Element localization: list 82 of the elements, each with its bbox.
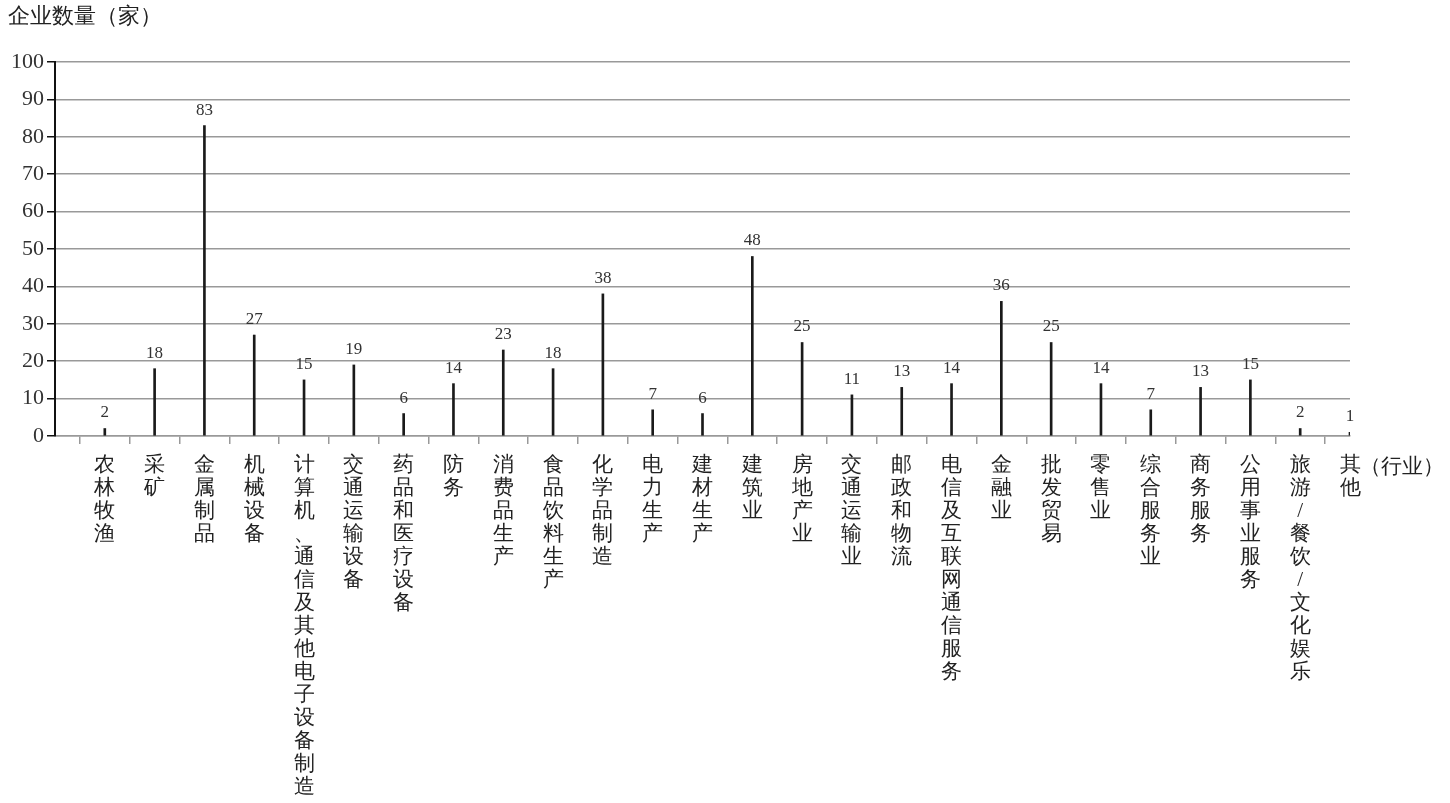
data-label: 18 bbox=[544, 342, 562, 362]
data-label: 25 bbox=[1042, 316, 1060, 336]
category-label: 电信及互联网通信服务 bbox=[941, 452, 963, 684]
x-axis-title: （行业） bbox=[1360, 454, 1444, 479]
x-tick-label: 采矿 bbox=[143, 452, 166, 500]
y-tick-label: 30 bbox=[22, 309, 44, 335]
x-tick-label: 邮政和物流 bbox=[891, 452, 913, 569]
data-label: 11 bbox=[843, 368, 861, 388]
data-label: 25 bbox=[793, 316, 811, 336]
bar bbox=[900, 387, 904, 436]
data-label: 36 bbox=[992, 275, 1010, 295]
data-label: 14 bbox=[943, 357, 961, 377]
bar bbox=[1000, 301, 1003, 436]
y-tick-label: 50 bbox=[22, 234, 44, 260]
data-label: 6 bbox=[399, 387, 408, 407]
x-tick-label: 交通运输设备 bbox=[343, 452, 365, 592]
data-label: 2 bbox=[1295, 402, 1305, 422]
data-label: 27 bbox=[245, 308, 264, 328]
data-label: 13 bbox=[1192, 361, 1210, 381]
x-tick-label: 综合服务业 bbox=[1140, 452, 1162, 569]
bar bbox=[1199, 387, 1202, 436]
bar bbox=[153, 368, 156, 436]
x-tick-label: 其他 bbox=[1339, 452, 1361, 500]
bar bbox=[950, 383, 953, 436]
y-tick-label: 100 bbox=[11, 47, 44, 73]
category-label: 旅游/餐饮/文化娱乐 bbox=[1289, 452, 1311, 684]
data-label: 38 bbox=[594, 267, 612, 287]
y-tick-label: 40 bbox=[22, 272, 44, 298]
data-label: 1 bbox=[1345, 406, 1355, 426]
x-tick-label: 建材生产 bbox=[691, 452, 713, 546]
bar bbox=[1149, 409, 1153, 436]
y-tick-label: 0 bbox=[33, 421, 44, 447]
data-label: 15 bbox=[295, 353, 313, 373]
data-label: 7 bbox=[1146, 383, 1156, 403]
bar bbox=[651, 409, 655, 436]
x-tick-label: 交通运输业 bbox=[841, 452, 863, 569]
bar bbox=[1249, 379, 1252, 436]
data-label: 15 bbox=[1241, 353, 1259, 373]
data-label: 18 bbox=[146, 342, 164, 362]
y-axis-title: 企业数量（家） bbox=[8, 2, 162, 28]
y-tick-label: 70 bbox=[22, 159, 44, 185]
data-label: 6 bbox=[698, 387, 707, 407]
data-label: 83 bbox=[195, 99, 213, 119]
category-label: 计算机、通信及其他电子设备制造 bbox=[293, 452, 315, 799]
data-label: 23 bbox=[494, 323, 512, 343]
data-label: 19 bbox=[345, 338, 363, 358]
y-tick-label: 80 bbox=[22, 122, 44, 148]
x-tick-label: 金属制品 bbox=[193, 452, 215, 546]
data-label: 7 bbox=[648, 383, 658, 403]
bar bbox=[402, 413, 405, 436]
bar bbox=[701, 413, 704, 436]
y-tick-label: 60 bbox=[22, 197, 44, 223]
data-label: 2 bbox=[100, 402, 110, 422]
data-label: 13 bbox=[893, 361, 911, 381]
bar bbox=[1298, 428, 1302, 436]
x-tick-label: 机械设备 bbox=[243, 452, 265, 546]
y-tick-label: 90 bbox=[22, 85, 44, 111]
bar bbox=[203, 125, 206, 436]
bar bbox=[501, 349, 505, 436]
x-tick-label: 建筑业 bbox=[740, 452, 763, 523]
x-tick-label: 药品和医疗设备 bbox=[393, 452, 415, 615]
x-tick-label: 防务 bbox=[442, 452, 464, 500]
x-tick-label: 公用事业服务 bbox=[1239, 452, 1261, 592]
bar bbox=[103, 428, 107, 436]
bar bbox=[252, 334, 256, 436]
y-tick-label: 10 bbox=[22, 384, 44, 410]
data-label: 48 bbox=[743, 230, 761, 250]
x-tick-label: 化学品制造 bbox=[592, 452, 614, 569]
bar bbox=[452, 383, 455, 436]
x-tick-label: 零售业 bbox=[1090, 452, 1112, 523]
x-tick-label: 消费品生产 bbox=[492, 452, 514, 569]
x-tick-label: 电力生产 bbox=[642, 452, 664, 546]
x-tick-label: 食品饮料生产 bbox=[541, 452, 564, 592]
x-tick-label: 批发贸易 bbox=[1040, 452, 1062, 546]
x-tick-label: 金融业 bbox=[990, 452, 1012, 523]
x-tick-label: 房地产业 bbox=[790, 452, 813, 546]
bar bbox=[750, 256, 754, 436]
y-tick-label: 20 bbox=[22, 346, 44, 372]
data-label: 14 bbox=[444, 357, 463, 377]
x-tick-label: 农林牧渔 bbox=[93, 452, 116, 546]
x-tick-label: 商务服务 bbox=[1190, 452, 1212, 546]
data-label: 14 bbox=[1092, 357, 1110, 377]
